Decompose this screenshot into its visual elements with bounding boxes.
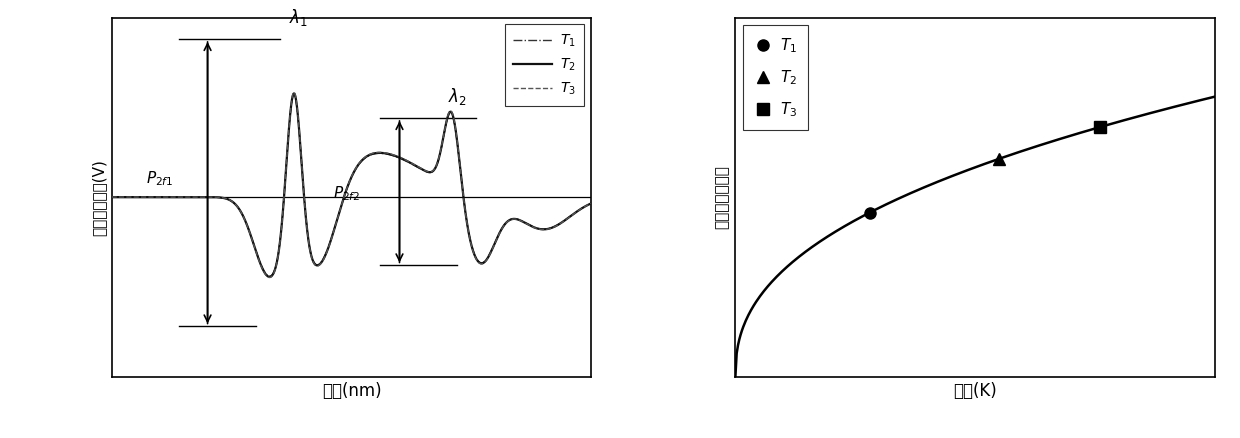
Text: $\lambda_1$: $\lambda_1$ — [289, 7, 309, 28]
X-axis label: 温度(K): 温度(K) — [954, 382, 997, 400]
Text: $\lambda_2$: $\lambda_2$ — [448, 86, 466, 107]
Text: $P_{2f2}$: $P_{2f2}$ — [334, 184, 361, 203]
Legend: $T_1$, $T_2$, $T_3$: $T_1$, $T_2$, $T_3$ — [505, 25, 584, 106]
X-axis label: 波长(nm): 波长(nm) — [321, 382, 382, 400]
Legend: $T_1$, $T_2$, $T_3$: $T_1$, $T_2$, $T_3$ — [743, 25, 807, 130]
Text: $P_{2f1}$: $P_{2f1}$ — [146, 170, 174, 188]
Y-axis label: 二次谐波高度比: 二次谐波高度比 — [714, 165, 730, 229]
Y-axis label: 二次谐波信号(V): 二次谐波信号(V) — [91, 159, 107, 236]
